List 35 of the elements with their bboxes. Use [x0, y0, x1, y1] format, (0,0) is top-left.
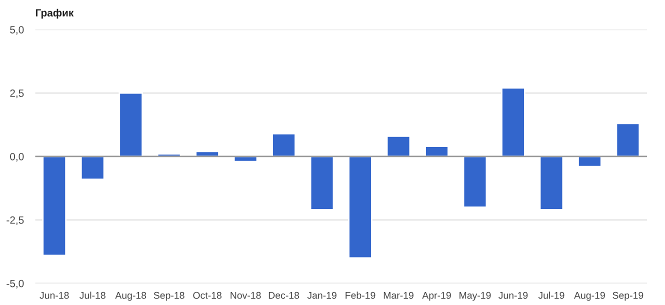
x-tick-label: Jul-19 — [538, 292, 564, 299]
x-tick-label: Nov-18 — [230, 292, 261, 299]
y-tick-label: -2,5 — [6, 216, 24, 226]
bar — [616, 122, 640, 158]
y-tick-label: 2,5 — [10, 90, 24, 98]
x-tick-label: Feb-19 — [346, 292, 376, 299]
chart-title: График — [36, 8, 74, 19]
x-tick-label: Sep-19 — [612, 292, 644, 301]
x-tick-label: May-19 — [460, 292, 491, 301]
bar — [578, 156, 602, 168]
bar — [424, 146, 449, 158]
bar — [539, 156, 564, 210]
bar — [386, 135, 411, 158]
bar — [501, 87, 526, 158]
bar — [272, 132, 296, 158]
x-tick-label: Oct-18 — [193, 292, 222, 299]
x-tick-label: Aug-18 — [115, 292, 146, 301]
x-tick-label: Aug-19 — [574, 292, 605, 301]
bar — [348, 156, 372, 259]
x-tick-label: Mar-19 — [384, 292, 414, 299]
bar — [310, 156, 334, 210]
x-tick-label: Jun-19 — [498, 292, 528, 299]
x-tick-label: Apr-19 — [422, 292, 451, 301]
y-tick-label: 5,0 — [10, 26, 24, 35]
y-tick-label: 0,0 — [10, 152, 24, 162]
x-tick-label: Dec-18 — [268, 292, 300, 299]
bar — [118, 92, 144, 158]
y-tick-label: -5,0 — [6, 280, 24, 288]
bar — [42, 156, 67, 256]
bar — [462, 156, 488, 208]
x-tick-label: Jul-18 — [80, 292, 106, 299]
x-tick-label: Sep-18 — [154, 292, 184, 301]
x-tick-label: Jan-19 — [307, 292, 336, 299]
x-tick-label: Jun-18 — [40, 292, 69, 299]
bar — [80, 156, 105, 180]
